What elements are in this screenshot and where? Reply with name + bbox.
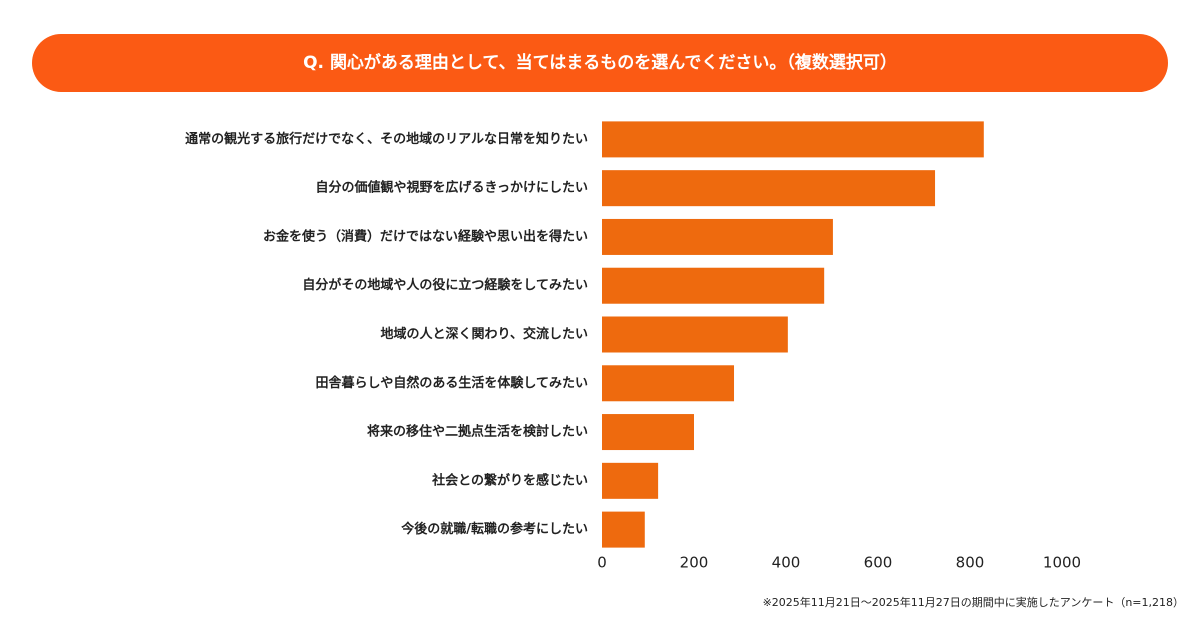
bar — [602, 462, 659, 499]
y-tick-label: お金を使う（消費）だけではない経験や思い出を得たい — [263, 228, 588, 244]
x-tick-label: 0 — [597, 554, 607, 572]
x-tick-label: 400 — [772, 554, 801, 572]
x-tick-label: 800 — [956, 554, 985, 572]
bar — [602, 121, 984, 158]
bar — [602, 218, 833, 255]
y-tick-label: 田舎暮らしや自然のある生活を体験してみたい — [316, 375, 588, 391]
y-tick-label: 今後の就職/転職の参考にしたい — [400, 521, 588, 537]
x-tick-label: 600 — [864, 554, 893, 572]
y-tick-label: 自分がその地域や人の役に立つ経験をしてみたい — [302, 277, 588, 293]
x-tick-label: 200 — [680, 554, 709, 572]
y-tick-label: 自分の価値観や視野を広げるきっかけにしたい — [316, 180, 588, 196]
bar — [602, 267, 825, 304]
bar — [602, 414, 694, 451]
y-tick-label: 社会との繋がりを感じたい — [431, 472, 588, 488]
bar — [602, 316, 788, 353]
y-tick-label: 将来の移住や二拠点生活を検討したい — [367, 424, 588, 440]
footnote: ※2025年11月21日〜2025年11月27日の期間中に実施したアンケート（n… — [763, 595, 1184, 609]
bar — [602, 511, 645, 548]
bar — [602, 170, 936, 207]
y-tick-label: 通常の観光する旅行だけでなく、その地域のリアルな日常を知りたい — [185, 131, 588, 147]
title-banner — [32, 34, 1168, 92]
bar — [602, 365, 735, 402]
y-tick-label: 地域の人と深く関わり、交流したい — [381, 326, 588, 342]
chart-title: Q. 関心がある理由として、当てはまるものを選んでください。（複数選択可） — [303, 52, 897, 73]
x-tick-label: 1000 — [1043, 554, 1081, 572]
